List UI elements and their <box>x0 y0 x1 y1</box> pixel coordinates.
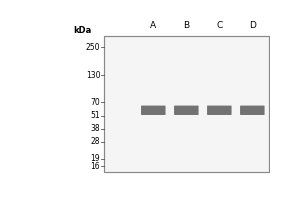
Text: kDa: kDa <box>74 26 92 35</box>
FancyBboxPatch shape <box>207 106 232 115</box>
FancyBboxPatch shape <box>104 36 269 172</box>
Text: A: A <box>150 21 156 30</box>
Text: B: B <box>183 21 189 30</box>
Text: 51: 51 <box>91 111 100 120</box>
FancyBboxPatch shape <box>141 106 166 115</box>
Text: C: C <box>216 21 222 30</box>
Text: D: D <box>249 21 256 30</box>
Text: 38: 38 <box>91 124 100 133</box>
Text: 28: 28 <box>91 137 100 146</box>
Text: 250: 250 <box>86 43 100 52</box>
Text: 16: 16 <box>91 162 100 171</box>
Text: 19: 19 <box>91 154 100 163</box>
Text: 130: 130 <box>86 71 100 80</box>
FancyBboxPatch shape <box>174 106 199 115</box>
FancyBboxPatch shape <box>240 106 265 115</box>
Text: 70: 70 <box>91 98 100 107</box>
